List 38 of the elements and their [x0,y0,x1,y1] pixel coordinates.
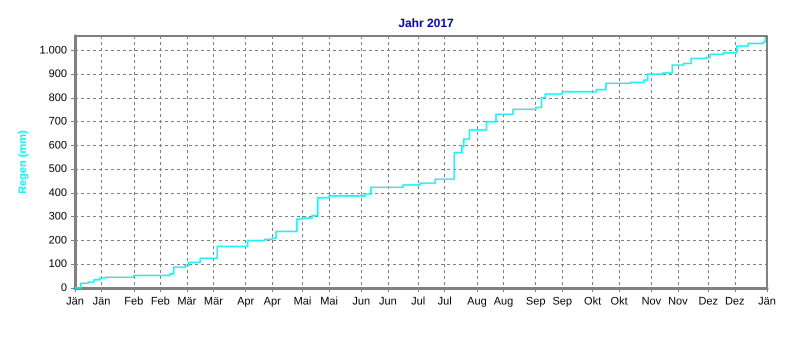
y-tick-label: 500 [48,163,67,176]
x-tick-label: Jul [411,296,426,308]
x-tick-label: Feb [124,296,144,308]
x-tick-label: Jun [352,296,370,308]
x-tick-label: Sep [552,296,572,308]
x-tick-label: Aug [494,296,514,308]
x-tick-label: Jän [92,296,110,308]
y-tick-label: 400 [48,186,67,199]
x-tick-label: Apr [237,296,255,308]
x-tick-label: Sep [526,296,546,308]
y-tick-label: 300 [48,210,67,223]
x-tick-label: Jän [66,296,84,308]
y-tick-label: 800 [48,92,67,104]
x-tick-label: Nov [668,296,688,308]
x-tick-label: Mär [177,296,197,308]
x-tick-label: Jän [758,296,776,308]
y-tick-label: 1.000 [39,44,67,56]
y-tick-label: 100 [48,258,67,270]
y-axis-title: Regen (mm) [17,130,30,194]
x-tick-label: Jul [438,296,452,308]
x-tick-label: Nov [642,296,662,308]
x-tick-label: Mai [320,296,338,308]
x-tick-label: Dez [724,296,745,308]
chart-title: Jahr 2017 [398,16,454,30]
y-tick-label: 200 [48,234,67,246]
x-tick-label: Okt [610,296,628,308]
x-tick-label: Dez [698,296,718,308]
y-tick-label: 900 [48,68,67,80]
x-tick-label: Jun [378,296,397,308]
y-tick-label: 0 [60,282,67,294]
x-tick-label: Feb [150,296,170,308]
x-tick-label: Mai [294,296,312,308]
y-tick-label: 700 [48,116,67,128]
x-tick-label: Aug [467,296,487,308]
x-tick-label: Apr [264,296,282,308]
y-tick-label: 600 [48,139,67,152]
x-tick-label: Okt [584,296,602,308]
x-tick-label: Mär [204,296,224,308]
